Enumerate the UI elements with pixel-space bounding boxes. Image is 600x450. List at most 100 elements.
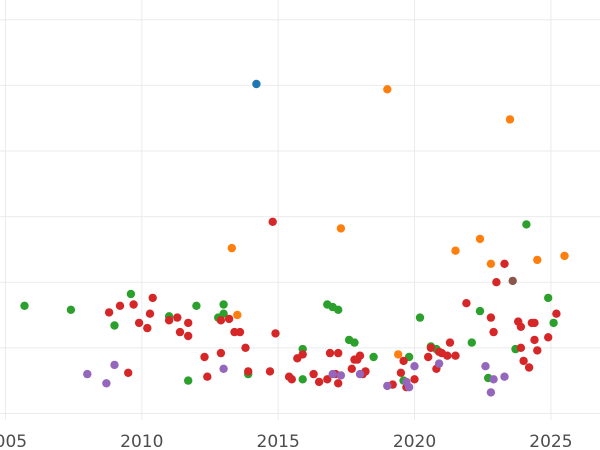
data-point bbox=[467, 338, 476, 347]
data-point bbox=[383, 381, 392, 391]
data-point bbox=[287, 375, 296, 384]
x-tick-label: 2015 bbox=[257, 432, 300, 450]
data-point bbox=[336, 224, 346, 233]
data-point bbox=[410, 362, 419, 371]
data-point bbox=[492, 278, 501, 287]
data-point bbox=[410, 375, 419, 384]
x-tick-label: 2010 bbox=[120, 432, 163, 450]
data-point bbox=[486, 388, 496, 397]
data-point bbox=[244, 367, 253, 376]
data-point bbox=[309, 369, 318, 379]
data-point bbox=[415, 313, 425, 322]
data-point bbox=[298, 350, 307, 359]
data-point bbox=[252, 79, 261, 89]
data-point bbox=[83, 369, 92, 379]
data-point bbox=[424, 352, 433, 362]
data-point bbox=[110, 321, 119, 330]
data-point bbox=[173, 313, 182, 322]
x-tick-label: 2020 bbox=[393, 432, 436, 450]
data-point bbox=[323, 375, 332, 384]
data-point bbox=[533, 346, 542, 355]
data-point bbox=[462, 299, 471, 308]
data-point bbox=[489, 375, 498, 384]
data-point bbox=[522, 220, 531, 229]
series-0 bbox=[252, 79, 261, 89]
data-point bbox=[66, 305, 76, 314]
data-point bbox=[241, 343, 250, 352]
data-point bbox=[475, 234, 485, 244]
series-2 bbox=[20, 220, 558, 385]
data-point bbox=[369, 352, 378, 362]
data-point bbox=[216, 316, 226, 325]
data-point bbox=[334, 348, 343, 358]
data-point bbox=[219, 309, 228, 318]
data-point bbox=[148, 293, 157, 303]
data-point bbox=[200, 352, 209, 362]
data-point bbox=[184, 331, 193, 341]
data-point bbox=[404, 383, 414, 392]
data-point bbox=[399, 356, 408, 366]
data-point bbox=[192, 301, 201, 310]
data-point bbox=[519, 356, 528, 366]
data-point bbox=[434, 359, 444, 368]
data-point bbox=[20, 301, 29, 310]
data-point bbox=[164, 316, 174, 325]
data-point bbox=[505, 115, 515, 124]
data-point bbox=[235, 327, 245, 337]
data-point bbox=[325, 348, 335, 358]
x-tick-label: 2025 bbox=[529, 432, 572, 450]
data-point bbox=[530, 335, 539, 345]
data-point bbox=[445, 338, 455, 347]
data-point bbox=[216, 348, 226, 358]
data-point bbox=[350, 338, 359, 347]
data-point bbox=[104, 308, 114, 317]
data-point bbox=[219, 364, 228, 373]
data-point bbox=[500, 259, 509, 268]
data-point bbox=[443, 351, 452, 360]
data-point bbox=[233, 310, 242, 320]
data-point bbox=[271, 329, 280, 338]
data-point bbox=[560, 251, 569, 261]
data-point bbox=[227, 243, 236, 253]
data-point bbox=[481, 362, 490, 371]
data-point bbox=[451, 351, 460, 360]
series-1 bbox=[227, 85, 569, 359]
data-point bbox=[110, 360, 119, 370]
data-point bbox=[224, 314, 234, 324]
data-point bbox=[486, 259, 496, 268]
data-point bbox=[134, 318, 144, 328]
data-point bbox=[530, 318, 539, 328]
data-point bbox=[336, 371, 346, 380]
data-point bbox=[552, 309, 561, 318]
data-point bbox=[533, 255, 542, 265]
data-point bbox=[524, 363, 534, 372]
data-point bbox=[475, 306, 485, 316]
data-point bbox=[347, 364, 356, 373]
x-tick-label: 2005 bbox=[0, 432, 27, 450]
data-point bbox=[129, 300, 138, 309]
data-point bbox=[516, 343, 526, 352]
data-points bbox=[20, 79, 569, 397]
data-point bbox=[184, 376, 193, 385]
data-point bbox=[396, 368, 406, 377]
data-point bbox=[175, 327, 185, 337]
data-point bbox=[516, 322, 526, 331]
data-point bbox=[203, 372, 212, 381]
data-point bbox=[314, 377, 324, 387]
data-point bbox=[355, 351, 365, 360]
data-point bbox=[126, 289, 136, 299]
data-point bbox=[500, 372, 509, 381]
series-4 bbox=[83, 359, 509, 397]
data-point bbox=[549, 318, 558, 328]
data-point bbox=[219, 300, 228, 309]
x-axis-ticks: 2005 2010 2015 2020 2025 bbox=[0, 432, 573, 450]
data-point bbox=[544, 293, 553, 303]
data-point bbox=[544, 333, 553, 342]
data-point bbox=[394, 350, 403, 359]
grid bbox=[0, 0, 600, 420]
data-point bbox=[334, 305, 343, 314]
data-point bbox=[508, 276, 517, 286]
data-point bbox=[143, 323, 152, 333]
